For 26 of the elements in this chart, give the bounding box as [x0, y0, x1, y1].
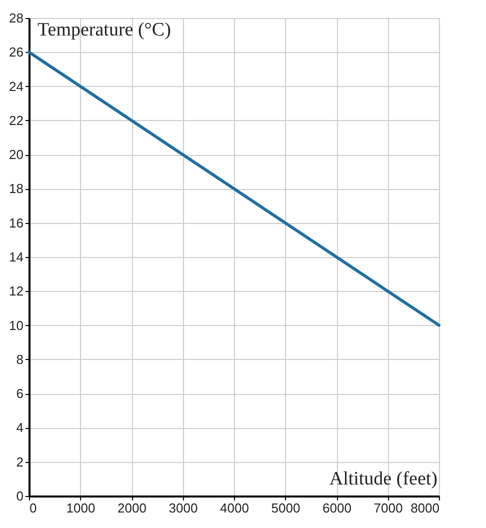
x-axis-title: Altitude (feet) — [329, 468, 438, 490]
y-tick-label: 18 — [9, 181, 24, 196]
y-axis-title: Temperature (°C) — [38, 20, 171, 40]
x-tick-label: 1000 — [66, 500, 96, 516]
y-tick-label: 16 — [9, 215, 24, 230]
x-tick-label: 3000 — [168, 500, 198, 516]
x-tick-label: 4000 — [220, 500, 249, 516]
y-tick-label: 14 — [9, 250, 24, 264]
y-tick-label: 22 — [9, 112, 24, 128]
y-tick-label: 4 — [16, 420, 24, 436]
y-tick-label: 26 — [9, 44, 24, 60]
x-tick-label: 2000 — [118, 500, 146, 516]
x-tick-label: 8000 — [410, 500, 440, 516]
x-tick-label: 0 — [30, 500, 37, 516]
y-tick-label: 12 — [9, 284, 24, 299]
y-tick-label: 20 — [9, 147, 24, 162]
y-tick-label: 8 — [16, 352, 24, 367]
x-tick-label: 5000 — [271, 500, 300, 516]
y-tick-label: 24 — [9, 78, 24, 94]
y-tick-label: 6 — [16, 386, 24, 402]
x-tick-label: 6000 — [322, 500, 352, 516]
x-tick-label: 7000 — [374, 500, 403, 516]
y-tick-label: 10 — [9, 318, 24, 333]
y-tick-label: 0 — [16, 488, 24, 504]
y-tick-label: 28 — [9, 10, 24, 26]
y-tick-label: 2 — [16, 454, 24, 470]
